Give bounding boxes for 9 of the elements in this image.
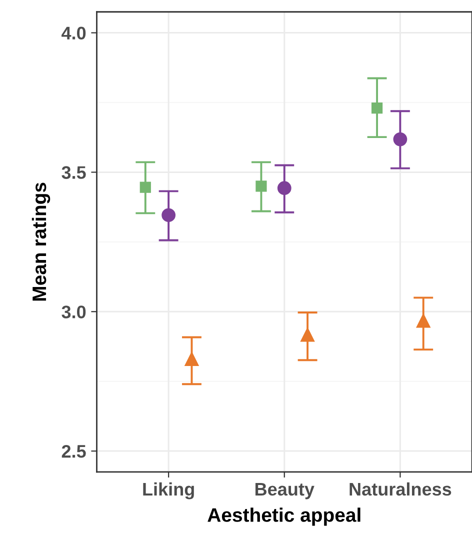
y-tick-label: 4.0 — [62, 26, 86, 40]
y-tick-label: 2.5 — [62, 444, 86, 458]
y-tick-label: 3.0 — [62, 306, 86, 318]
x-tick-label: Naturalness — [350, 482, 452, 496]
y-axis-title: Mean ratings — [32, 182, 50, 301]
x-tick-label: Beauty — [255, 483, 314, 500]
x-axis-title: Aesthetic appeal — [208, 508, 360, 526]
y-tick-label: 3.5 — [62, 166, 86, 179]
x-tick-label: Liking — [143, 482, 194, 500]
